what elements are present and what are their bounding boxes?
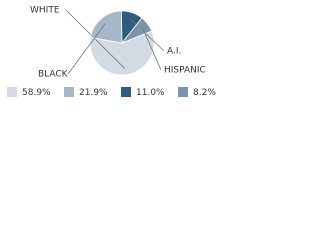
legend-swatch [121, 87, 131, 97]
leader-line [67, 23, 106, 75]
category-label: WHITE [30, 6, 60, 16]
leader-line [65, 9, 125, 69]
legend-label: 11.0% [136, 88, 165, 98]
legend-label: 8.2% [193, 88, 216, 98]
legend-swatch [7, 87, 17, 97]
pie-slice [120, 17, 153, 44]
category-label: A.I. [167, 47, 181, 57]
legend-label: 21.9% [79, 88, 108, 98]
legend-swatch [64, 87, 74, 97]
leader-line [129, 18, 165, 52]
page: {"chart_data": {"type": "pie", "categori… [0, 0, 240, 100]
category-label: HISPANIC [164, 66, 206, 76]
leader-line [142, 27, 162, 71]
legend-swatch [178, 87, 188, 97]
pie-slice [90, 10, 123, 44]
category-label: BLACK [38, 70, 69, 80]
chart: WHITE BLACK A.I. HISPANIC 58.9% 21.9% 11.0% 8.2… [7, 6, 216, 98]
pie-slice [89, 30, 155, 76]
legend-label: 58.9% [22, 88, 51, 98]
